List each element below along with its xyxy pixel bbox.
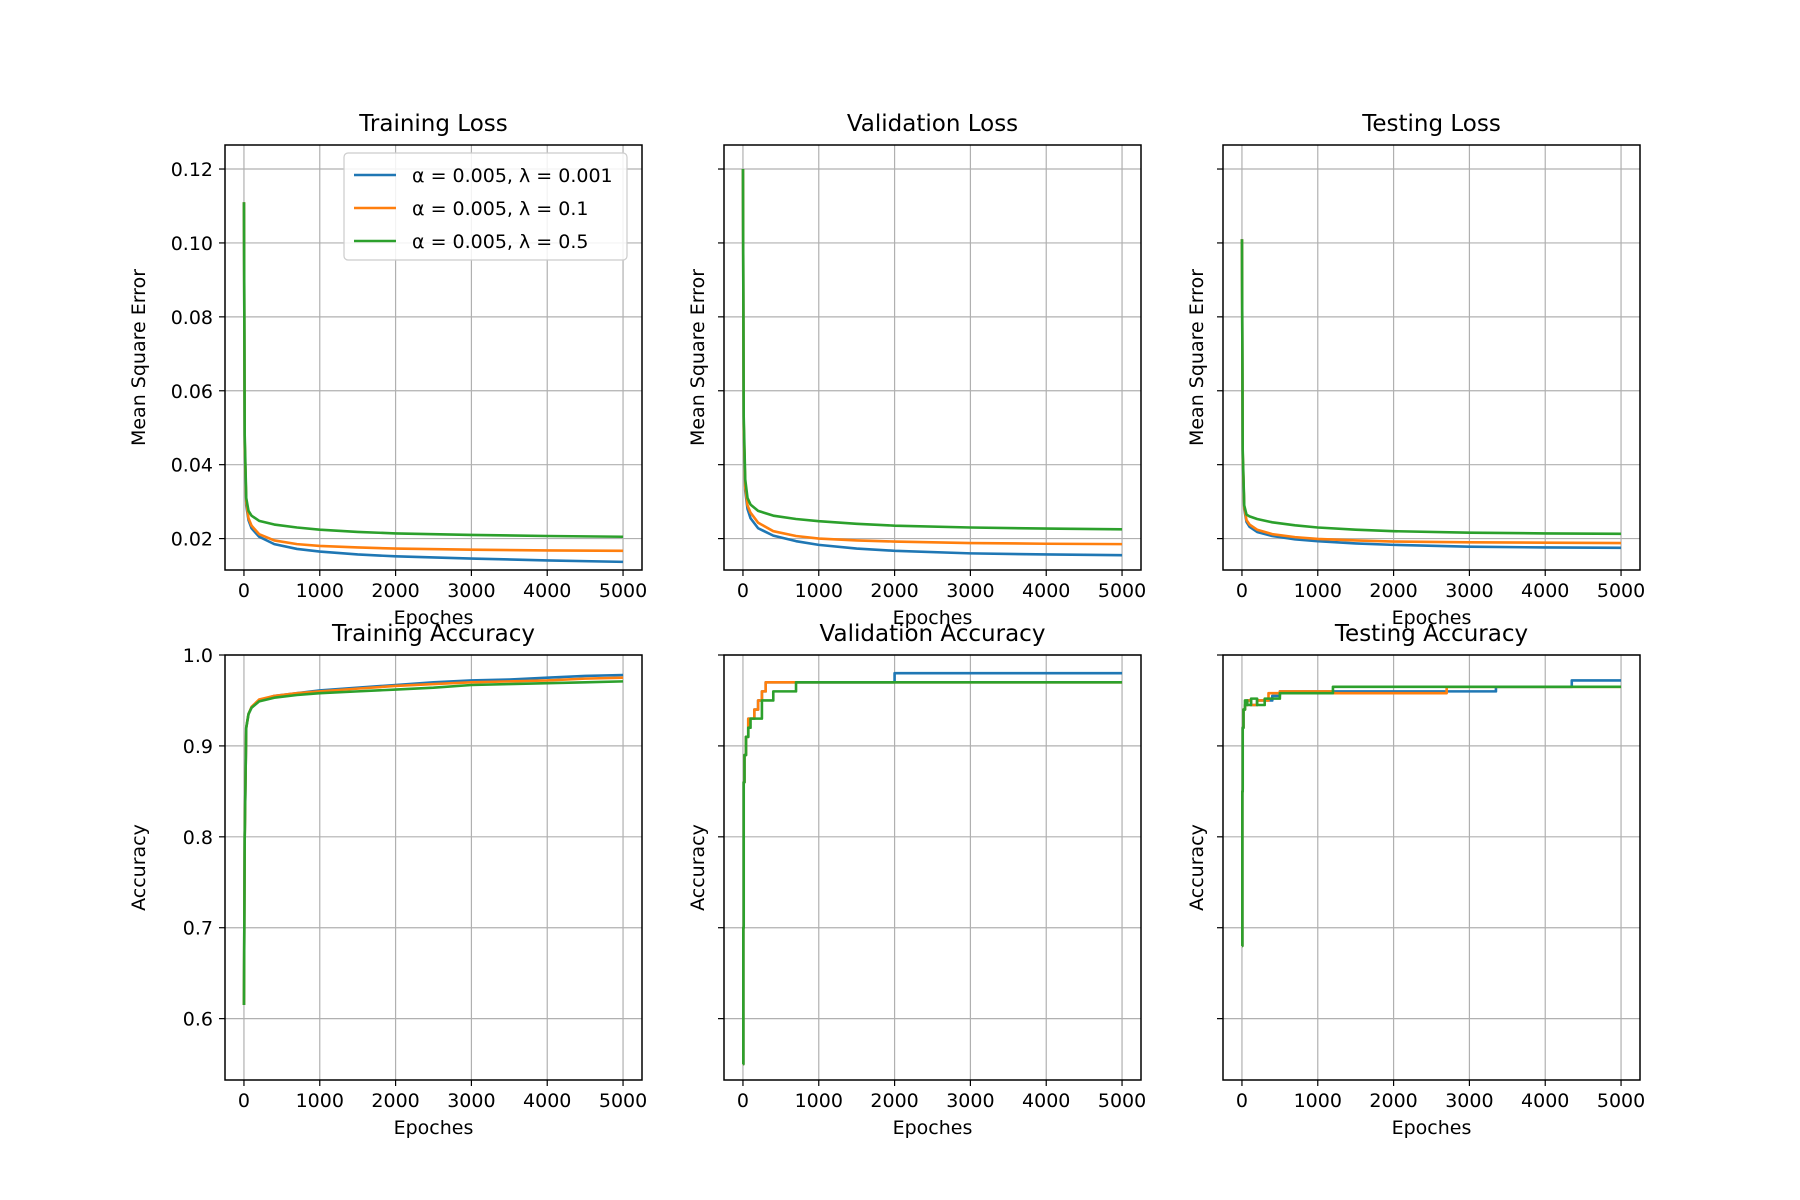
y-tick-label: 0.04: [171, 455, 213, 477]
x-tick-label: 1000: [296, 580, 344, 602]
x-tick-label: 1000: [1294, 1090, 1342, 1112]
series-line-0: [742, 671, 1123, 1066]
subplot-title: Validation Accuracy: [820, 621, 1046, 647]
x-tick-label: 0: [737, 1090, 749, 1112]
series-line-2: [1240, 239, 1622, 536]
x-tick-label: 4000: [1022, 1090, 1070, 1112]
x-tick-label: 5000: [1597, 1090, 1645, 1112]
series-line-1: [741, 169, 1123, 546]
axes-frame: [224, 144, 643, 571]
x-tick-label: 4000: [1022, 580, 1070, 602]
series-line-0: [1241, 679, 1622, 948]
x-tick-label: 2000: [371, 580, 419, 602]
x-axis-label: Epoches: [394, 1117, 474, 1139]
axes-frame: [1222, 144, 1641, 571]
x-axis-label: Epoches: [893, 1117, 973, 1139]
y-tick-label: 0.9: [183, 736, 213, 758]
series-line-0: [741, 169, 1123, 557]
series-line-0: [1240, 239, 1622, 550]
x-tick-label: 1000: [795, 1090, 843, 1112]
subplot-title: Testing Loss: [1361, 111, 1501, 137]
subplot-title: Training Loss: [358, 111, 508, 137]
x-axis-label: Epoches: [1392, 1117, 1472, 1139]
subplot-4: 0 1000 2000 3000 4000 5000 Validation Accuracy…: [687, 621, 1146, 1139]
legend-box: [343, 152, 628, 261]
x-tick-label: 3000: [946, 1090, 994, 1112]
x-tick-label: 5000: [1597, 580, 1645, 602]
series-line-2: [1241, 685, 1622, 948]
x-tick-label: 4000: [523, 1090, 571, 1112]
series-line-2: [741, 169, 1123, 531]
x-tick-label: 3000: [1445, 580, 1493, 602]
x-axis-label: Epoches: [1392, 607, 1472, 629]
x-tick-label: 2000: [371, 1090, 419, 1112]
y-tick-label: 0.7: [183, 918, 213, 940]
x-tick-label: 2000: [1369, 1090, 1417, 1112]
y-tick-label: 0.02: [171, 529, 213, 551]
axes-frame: [1222, 654, 1641, 1081]
x-tick-label: 5000: [1098, 1090, 1146, 1112]
y-tick-label: 0.12: [171, 159, 213, 181]
legend-label: α = 0.005, λ = 0.5: [412, 231, 588, 253]
y-axis-label: Accuracy: [1186, 824, 1208, 911]
x-tick-label: 3000: [1445, 1090, 1493, 1112]
x-tick-label: 2000: [1369, 580, 1417, 602]
series-line-1: [242, 676, 624, 1006]
x-tick-label: 0: [1236, 1090, 1248, 1112]
x-tick-label: 3000: [447, 1090, 495, 1112]
legend-label: α = 0.005, λ = 0.001: [412, 165, 613, 187]
x-tick-label: 0: [238, 580, 250, 602]
x-tick-label: 1000: [1294, 580, 1342, 602]
x-axis-label: Epoches: [893, 607, 973, 629]
x-tick-label: 5000: [1098, 580, 1146, 602]
series-line-1: [1241, 685, 1622, 948]
x-tick-label: 3000: [447, 580, 495, 602]
y-axis-label: Accuracy: [128, 824, 150, 911]
y-axis-label: Mean Square Error: [128, 269, 150, 446]
subplot-2: 0 1000 2000 3000 4000 5000 Testing Loss Epoches…: [1186, 111, 1645, 629]
axes-frame: [723, 654, 1142, 1081]
x-tick-label: 4000: [523, 580, 571, 602]
x-tick-label: 3000: [946, 580, 994, 602]
subplot-0: 0 1000 2000 3000 4000 5000 0.02 0.04 0.06 0.08 0.1…: [128, 111, 647, 629]
y-tick-label: 0.06: [171, 381, 213, 403]
y-tick-label: 1.0: [183, 645, 213, 667]
series-line-2: [742, 680, 1123, 1066]
y-axis-label: Mean Square Error: [687, 269, 709, 446]
series-line-2: [242, 202, 624, 539]
x-tick-label: 4000: [1521, 580, 1569, 602]
x-axis-label: Epoches: [394, 607, 474, 629]
subplot-title: Training Accuracy: [331, 621, 535, 647]
x-tick-label: 2000: [870, 1090, 918, 1112]
series-line-0: [242, 673, 624, 1006]
x-tick-label: 0: [1236, 580, 1248, 602]
axes-frame: [224, 654, 643, 1081]
x-tick-label: 2000: [870, 580, 918, 602]
x-tick-label: 1000: [296, 1090, 344, 1112]
x-tick-label: 4000: [1521, 1090, 1569, 1112]
y-tick-label: 0.08: [171, 307, 213, 329]
axes-frame: [723, 144, 1142, 571]
y-tick-label: 0.6: [183, 1009, 213, 1031]
subplot-title: Validation Loss: [847, 111, 1018, 137]
x-tick-label: 0: [238, 1090, 250, 1112]
x-tick-label: 5000: [599, 580, 647, 602]
subplot-1: 0 1000 2000 3000 4000 5000 Validation Loss Epoc…: [687, 111, 1146, 629]
subplot-title: Testing Accuracy: [1334, 621, 1528, 647]
series-line-2: [242, 680, 624, 1006]
legend-label: α = 0.005, λ = 0.1: [412, 198, 588, 220]
y-tick-label: 0.10: [171, 233, 213, 255]
x-tick-label: 5000: [599, 1090, 647, 1112]
subplot-5: 0 1000 2000 3000 4000 5000 Testing Accuracy Epo…: [1186, 621, 1645, 1139]
y-axis-label: Mean Square Error: [1186, 269, 1208, 446]
legend: α = 0.005, λ = 0.001 α = 0.005, λ = 0.1 α …: [343, 152, 628, 261]
x-tick-label: 0: [737, 580, 749, 602]
y-tick-label: 0.8: [183, 827, 213, 849]
series-line-1: [742, 680, 1123, 1066]
y-axis-label: Accuracy: [687, 824, 709, 911]
x-tick-label: 1000: [795, 580, 843, 602]
subplot-3: 0 1000 2000 3000 4000 5000 0.6 0.7 0.8 0.9 1.0 Trai…: [128, 621, 647, 1139]
